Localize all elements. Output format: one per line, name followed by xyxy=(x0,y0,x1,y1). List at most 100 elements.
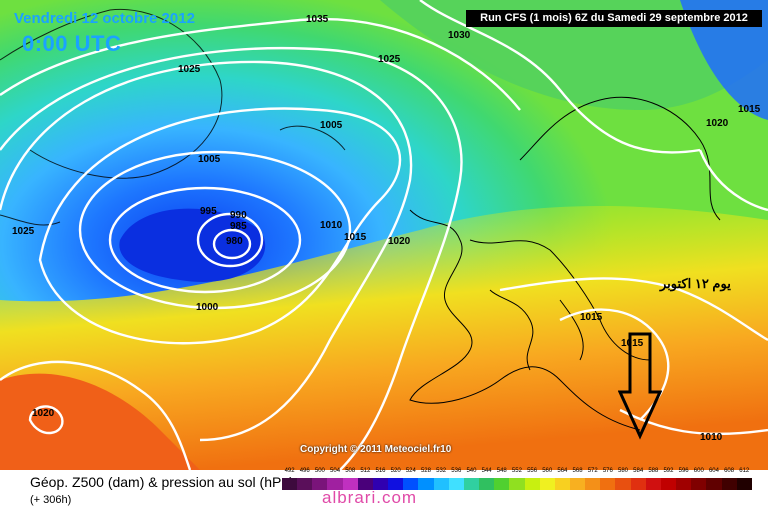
isobar-label: 1000 xyxy=(196,302,219,313)
warm-zone xyxy=(0,206,768,470)
colorbar-swatch xyxy=(418,478,434,490)
colorbar-tick-label: 496 xyxy=(299,468,310,474)
isobar-label: 1025 xyxy=(178,64,201,75)
colorbar-tick-label: 500 xyxy=(314,468,325,474)
colorbar-swatch xyxy=(615,478,631,490)
colorbar-tick-label: 560 xyxy=(542,468,553,474)
colorbar-tick-label: 584 xyxy=(633,468,644,474)
isobar-label: 1020 xyxy=(32,408,55,419)
colorbar xyxy=(282,478,752,490)
copyright-text: Copyright © 2011 Meteociel.fr10 xyxy=(300,444,452,455)
colorbar-swatch xyxy=(327,478,343,490)
deep-low-core xyxy=(119,208,266,282)
colorbar-swatch xyxy=(403,478,419,490)
colorbar-ticks: 492 496 500 504 508 512 516 520 524 528 532 536 540 5… xyxy=(282,468,752,474)
colorbar-tick-label: 568 xyxy=(572,468,583,474)
colorbar-swatch xyxy=(524,478,540,490)
isobar-label: 980 xyxy=(226,236,243,247)
colorbar-swatch xyxy=(676,478,692,490)
colorbar-swatch xyxy=(585,478,601,490)
isobar-labels: 1035 1030 1025 1025 1005 1005 995 990 98… xyxy=(12,14,761,443)
colorbar-swatch xyxy=(539,478,555,490)
weather-map: 1035 1030 1025 1025 1005 1005 995 990 98… xyxy=(0,0,768,470)
isobar-label: 1025 xyxy=(12,226,35,237)
colorbar-tick-label: 528 xyxy=(420,468,431,474)
isobar-label: 1005 xyxy=(320,120,343,131)
colorbar-swatch xyxy=(342,478,358,490)
forecast-date: Vendredi 12 octobre 2012 xyxy=(14,10,195,27)
colorbar-swatch xyxy=(297,478,313,490)
colorbar-swatch xyxy=(448,478,464,490)
isobar-label: 1015 xyxy=(580,312,603,323)
colorbar-tick-label: 572 xyxy=(587,468,598,474)
colorbar-tick-label: 536 xyxy=(451,468,462,474)
isobar-label: 1010 xyxy=(700,432,723,443)
down-arrow-icon xyxy=(618,332,662,440)
colorbar-tick-label: 520 xyxy=(390,468,401,474)
colorbar-tick-label: 552 xyxy=(511,468,522,474)
colorbar-tick-label: 532 xyxy=(436,468,447,474)
colorbar-tick-label: 580 xyxy=(618,468,629,474)
isobar-lines xyxy=(0,0,768,470)
colorbar-swatch xyxy=(736,478,752,490)
europe-coastline xyxy=(409,96,721,431)
colorbar-tick-label: 512 xyxy=(360,468,371,474)
colorbar-swatch xyxy=(433,478,449,490)
colorbar-swatch xyxy=(509,478,525,490)
colorbar-swatch xyxy=(494,478,510,490)
colorbar-swatch xyxy=(706,478,722,490)
green-north-band xyxy=(380,0,768,110)
colorbar-tick-label: 548 xyxy=(496,468,507,474)
colorbar-tick-label: 524 xyxy=(405,468,416,474)
colorbar-swatch xyxy=(569,478,586,490)
colorbar-swatch xyxy=(479,478,495,490)
forecast-time: 0:00 UTC xyxy=(22,31,122,56)
colorbar-tick-label: 556 xyxy=(527,468,538,474)
legend-title: Géop. Z500 (dam) & pression au sol (hPa) xyxy=(30,474,294,490)
isobar-label: 1020 xyxy=(388,236,411,247)
colorbar-tick-label: 604 xyxy=(708,468,719,474)
isobar-label: 985 xyxy=(230,221,247,232)
orange-southwest xyxy=(0,373,200,470)
isobar-label: 1015 xyxy=(621,338,644,349)
colorbar-swatch xyxy=(721,478,737,490)
colorbar-tick-label: 600 xyxy=(693,468,704,474)
colorbar-tick-label: 592 xyxy=(663,468,674,474)
isobar-label: 1015 xyxy=(344,232,367,243)
colorbar-swatch xyxy=(312,478,328,490)
colorbar-swatch xyxy=(357,478,373,490)
isobar-label: 990 xyxy=(230,210,247,221)
colorbar-tick-label: 540 xyxy=(466,468,477,474)
colorbar-swatch xyxy=(660,478,677,490)
run-info-banner: Run CFS (1 mois) 6Z du Samedi 29 septemb… xyxy=(466,10,762,27)
colorbar-swatch xyxy=(630,478,646,490)
arabic-annotation: يوم ١٢ اكتوبر xyxy=(660,276,731,291)
colorbar-swatch xyxy=(372,478,389,490)
colorbar-tick-label: 564 xyxy=(557,468,568,474)
isobar-label: 1015 xyxy=(738,104,761,115)
colorbar-tick-label: 516 xyxy=(375,468,386,474)
colorbar-swatch xyxy=(388,478,404,490)
colorbar-tick-label: 544 xyxy=(481,468,492,474)
isobar-label: 1005 xyxy=(198,154,221,165)
colorbar-swatch xyxy=(645,478,661,490)
colorbar-tick-label: 576 xyxy=(602,468,613,474)
colorbar-tick-label: 492 xyxy=(284,468,295,474)
legend-panel: Géop. Z500 (dam) & pression au sol (hPa)… xyxy=(0,468,768,512)
colorbar-swatch xyxy=(463,478,480,490)
colorbar-swatch xyxy=(282,478,298,490)
isobar-label: 1030 xyxy=(448,30,471,41)
isobar-label: 1025 xyxy=(378,54,401,65)
colorbar-swatch xyxy=(691,478,707,490)
colorbar-tick-label: 508 xyxy=(345,468,356,474)
isobar-label: 1010 xyxy=(320,220,343,231)
legend-subtitle: (+ 306h) xyxy=(30,494,72,506)
blue-northeast xyxy=(680,0,768,120)
colorbar-tick-label: 612 xyxy=(739,468,750,474)
isobar-label: 995 xyxy=(200,206,217,217)
colorbar-tick-label: 608 xyxy=(724,468,735,474)
isobar-label: 1020 xyxy=(706,118,729,129)
watermark: albrari.com xyxy=(322,488,418,507)
colorbar-tick-label: 596 xyxy=(678,468,689,474)
isobar-label: 1035 xyxy=(306,14,329,25)
